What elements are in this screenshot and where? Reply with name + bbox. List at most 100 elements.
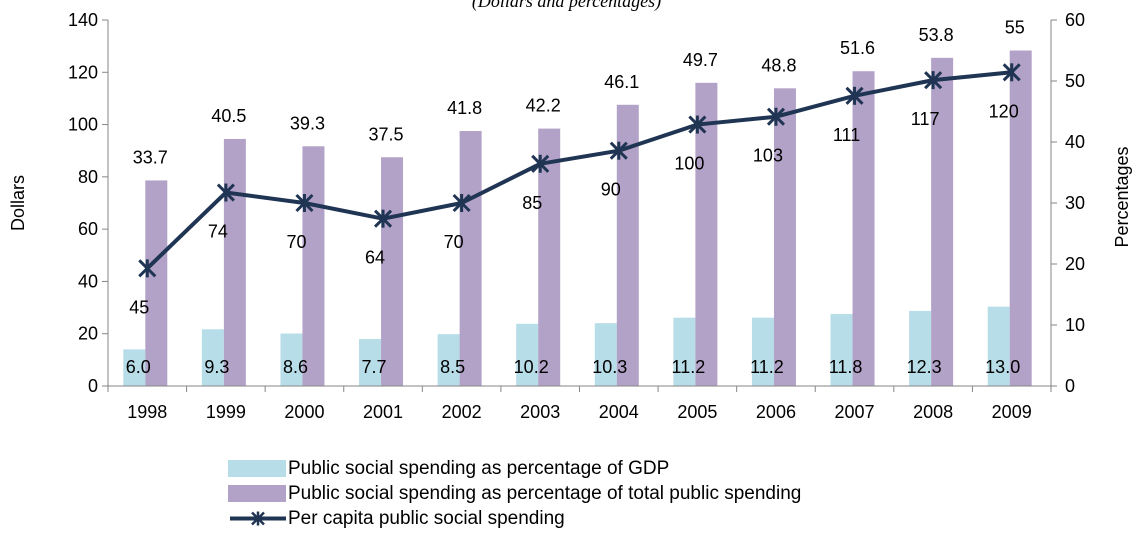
marker-per-capita-2007 xyxy=(845,86,864,105)
bar-gdp-2005 xyxy=(673,317,696,386)
bar-gdp-2004 xyxy=(594,323,617,386)
y-left-tick-label-60: 60 xyxy=(78,219,98,239)
data-label-total-2005: 49.7 xyxy=(683,50,718,70)
data-label-gdp-2008: 12.3 xyxy=(907,357,942,377)
data-label-gdp-2000: 8.6 xyxy=(283,357,308,377)
data-label-per-capita-2002: 70 xyxy=(444,232,464,252)
data-label-total-2003: 42.2 xyxy=(526,96,561,116)
legend-swatch-gdp xyxy=(228,460,286,477)
data-label-total-1998: 33.7 xyxy=(133,147,168,167)
bar-gdp-2009 xyxy=(987,306,1010,386)
marker-per-capita-2009 xyxy=(1002,63,1021,82)
legend-swatch-total xyxy=(228,485,286,502)
data-label-per-capita-2000: 70 xyxy=(286,232,306,252)
marker-per-capita-2001 xyxy=(373,209,393,228)
marker-per-capita-2006 xyxy=(766,107,786,126)
y-right-tick-label-20: 20 xyxy=(1065,254,1085,274)
x-tick-label-2009: 2009 xyxy=(992,402,1032,422)
data-label-gdp-2002: 8.5 xyxy=(440,357,465,377)
line-per-capita xyxy=(145,70,1012,270)
x-tick-label-2004: 2004 xyxy=(599,402,639,422)
data-label-per-capita-1999: 74 xyxy=(208,222,228,242)
y-right-tick-label-30: 30 xyxy=(1065,193,1085,213)
data-label-per-capita-1998: 45 xyxy=(129,297,149,317)
bar-total-2009 xyxy=(1009,50,1032,386)
legend-label-gdp: Public social spending as percentage of … xyxy=(288,457,670,479)
data-label-per-capita-2003: 85 xyxy=(522,193,542,213)
y-right-tick-label-40: 40 xyxy=(1065,132,1085,152)
legend-item-gdp: Public social spending as percentage of … xyxy=(228,456,801,481)
legend-swatch-per-capita xyxy=(228,510,288,527)
x-tick-label-2001: 2001 xyxy=(363,402,403,422)
marker-per-capita-2004 xyxy=(609,141,628,160)
bar-total-1999 xyxy=(223,138,246,386)
chart-title: (Dollars and percentages) xyxy=(471,0,662,11)
data-label-gdp-2006: 11.2 xyxy=(750,357,784,377)
bar-gdp-2003 xyxy=(516,323,539,386)
bar-gdp-1999 xyxy=(201,329,224,386)
data-label-gdp-2009: 13.0 xyxy=(985,357,1020,377)
x-tick-label-2005: 2005 xyxy=(677,402,717,422)
x-tick-label-2006: 2006 xyxy=(756,402,796,422)
bar-total-1998 xyxy=(145,180,168,386)
x-tick-label-2002: 2002 xyxy=(442,402,482,422)
bar-total-2007 xyxy=(852,71,875,387)
data-label-total-2002: 41.8 xyxy=(447,98,482,118)
data-label-per-capita-2001: 64 xyxy=(365,248,385,268)
y-left-tick-label-120: 120 xyxy=(68,62,98,82)
data-label-gdp-1999: 9.3 xyxy=(204,357,229,377)
data-label-per-capita-2006: 103 xyxy=(753,146,783,166)
marker-per-capita-2003 xyxy=(531,154,550,173)
bar-gdp-2007 xyxy=(830,314,853,386)
y-left-tick-label-0: 0 xyxy=(88,376,98,396)
x-tick-label-1998: 1998 xyxy=(127,402,167,422)
y-right-tick-label-60: 60 xyxy=(1065,10,1085,30)
data-label-total-2000: 39.3 xyxy=(290,113,325,133)
bar-total-2004 xyxy=(616,104,639,386)
bar-total-2000 xyxy=(302,146,325,386)
marker-per-capita-2000 xyxy=(295,193,314,213)
marker-per-capita-1998 xyxy=(138,259,157,278)
marker-per-capita-2008 xyxy=(924,71,943,90)
marker-per-capita-1999 xyxy=(216,183,235,202)
marker-per-capita-2002 xyxy=(452,193,471,213)
y-left-tick-label-20: 20 xyxy=(78,324,98,344)
bar-total-2006 xyxy=(773,88,796,386)
data-label-per-capita-2008: 117 xyxy=(911,109,940,129)
data-label-total-1999: 40.5 xyxy=(211,106,246,126)
data-label-per-capita-2004: 90 xyxy=(601,180,621,200)
legend-label-per-capita: Per capita public social spending xyxy=(288,507,565,529)
bar-total-2005 xyxy=(695,82,718,386)
bar-gdp-2006 xyxy=(751,317,774,386)
y-axis-title-right: Percentages xyxy=(1112,146,1132,247)
bar-gdp-2000 xyxy=(280,333,303,386)
data-label-per-capita-2009: 120 xyxy=(989,101,1019,121)
data-label-gdp-2003: 10.2 xyxy=(514,357,549,377)
data-label-total-2009: 55 xyxy=(1005,18,1025,38)
y-right-tick-label-10: 10 xyxy=(1065,315,1085,335)
bar-gdp-2008 xyxy=(909,310,932,386)
data-label-per-capita-2007: 111 xyxy=(833,125,860,145)
x-tick-label-2008: 2008 xyxy=(913,402,953,422)
data-label-total-2001: 37.5 xyxy=(369,124,404,144)
bar-gdp-1998 xyxy=(123,349,146,386)
bar-total-2003 xyxy=(538,128,561,386)
x-tick-label-2000: 2000 xyxy=(284,402,324,422)
bar-total-2002 xyxy=(459,131,482,386)
data-label-total-2004: 46.1 xyxy=(604,72,639,92)
y-axis-title-left: Dollars xyxy=(8,175,28,231)
x-tick-label-2007: 2007 xyxy=(835,402,875,422)
y-right-tick-label-50: 50 xyxy=(1065,71,1085,91)
data-label-gdp-2004: 10.3 xyxy=(592,357,627,377)
bar-total-2008 xyxy=(931,57,954,386)
y-left-tick-label-140: 140 xyxy=(68,10,98,30)
data-label-per-capita-2005: 100 xyxy=(674,154,704,174)
data-label-gdp-2001: 7.7 xyxy=(362,357,387,377)
y-right-tick-label-0: 0 xyxy=(1065,376,1075,396)
marker-per-capita-2005 xyxy=(688,115,707,134)
data-label-gdp-2007: 11.8 xyxy=(829,357,863,377)
legend-item-total: Public social spending as percentage of … xyxy=(228,481,801,506)
legend-item-per-capita: Per capita public social spending xyxy=(228,506,801,531)
data-label-total-2006: 48.8 xyxy=(761,55,796,75)
